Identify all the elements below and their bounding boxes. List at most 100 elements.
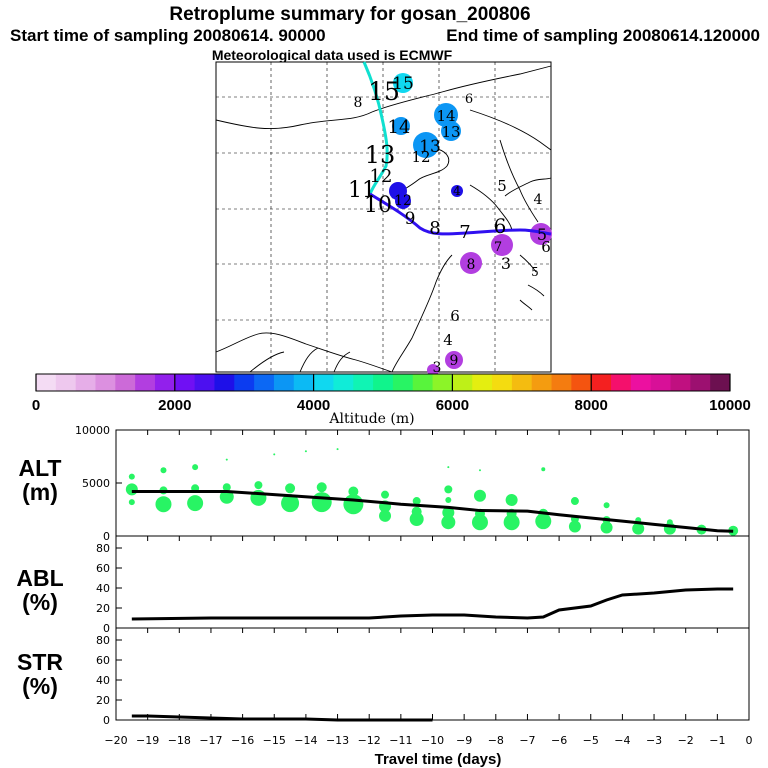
alt-ytick-label: 5000 <box>82 477 110 490</box>
colorbar-cell <box>392 374 414 391</box>
alt-plume-marker <box>311 492 332 513</box>
alt-plume-marker <box>505 493 518 506</box>
alt-plume-marker <box>411 506 422 517</box>
abl-line <box>131 587 734 621</box>
alt-plume-marker <box>125 483 138 496</box>
x-tick-label: −16 <box>231 734 254 747</box>
abl-label-line2: (%) <box>22 589 58 615</box>
colorbar-tick-label: 10000 <box>709 397 751 414</box>
alt-yticks: 0 5000 10000 <box>75 424 122 543</box>
str-ytick-label: 60 <box>96 654 110 667</box>
alt-plume-marker <box>473 489 486 502</box>
plume-circle <box>413 132 439 158</box>
start-time-label: Start time of sampling 20080614. 90000 <box>10 26 326 45</box>
met-data-label: Meteorological data used is ECMWF <box>212 47 453 63</box>
plume-circle <box>434 103 458 127</box>
alt-plume-marker <box>632 522 645 535</box>
altitude-frame <box>115 429 750 537</box>
colorbar-cell <box>135 374 156 391</box>
alt-plume-marker <box>478 469 481 472</box>
abl-ytick-label: 60 <box>96 562 110 575</box>
alt-plume-marker <box>442 506 455 519</box>
str-label-line1: STR <box>17 649 63 675</box>
altitude-panel: ALT (m) 0 5000 10000 <box>18 424 750 543</box>
alt-plume-marker <box>273 453 276 456</box>
colorbar-cell <box>452 374 473 391</box>
alt-plume-marker <box>281 494 300 513</box>
alt-plume-marker <box>603 502 610 509</box>
x-tick-label: −7 <box>519 734 535 747</box>
x-tick-label: −2 <box>678 734 694 747</box>
alt-plume-marker <box>285 483 296 494</box>
colorbar-cell <box>492 374 513 391</box>
colorbar-cell <box>234 374 255 391</box>
plume-circle <box>460 252 482 274</box>
plume-day-label: 8 <box>467 257 476 273</box>
alt-plume-marker <box>445 496 452 503</box>
colorbar: 0 2000 4000 6000 8000 10000 Altitude (m) <box>32 373 751 427</box>
x-tick-label: −19 <box>136 734 159 747</box>
plume-day-label: 11 <box>348 178 376 203</box>
colorbar-cell <box>551 374 572 391</box>
colorbar-cell <box>591 374 612 391</box>
colorbar-cell <box>55 374 77 391</box>
colorbar-cell <box>690 374 711 391</box>
x-axis-title: Travel time (days) <box>375 751 502 768</box>
alt-plume-marker <box>381 490 390 499</box>
alt-ytick-label: 0 <box>103 530 110 543</box>
alt-plume-marker <box>412 497 421 506</box>
plume-circle <box>530 223 552 245</box>
colorbar-cell <box>95 374 116 391</box>
colorbar-cell <box>293 374 315 391</box>
colorbar-cell <box>531 374 553 391</box>
x-axis: −20 −19 −18 −17 −16 −15 −14 −13 −12 −11 −10 −9 −8 −7−… <box>104 430 753 747</box>
alt-ytick-label: 10000 <box>75 424 110 437</box>
alt-plume-marker <box>441 515 456 530</box>
plume-day-label: 5 <box>537 225 547 244</box>
alt-plume-marker <box>254 481 263 490</box>
colorbar-cell <box>650 374 672 391</box>
alt-plume-marker <box>535 513 552 530</box>
plume-day-label: 14 <box>436 107 455 125</box>
colorbar-cell <box>353 374 374 391</box>
plume-day-label: 13 <box>365 141 396 169</box>
plume-circle <box>393 73 413 93</box>
colorbar-cell <box>432 374 453 391</box>
x-tick-label: −17 <box>199 734 222 747</box>
alt-plume-marker <box>155 496 172 513</box>
plume-day-label: 4 <box>534 192 543 208</box>
alt-plume-marker <box>379 509 392 522</box>
colorbar-cell <box>214 374 235 391</box>
alt-plume-marker <box>304 450 307 453</box>
colorbar-cell <box>611 374 632 391</box>
x-tick-label: −9 <box>456 734 472 747</box>
plume-day-label: 14 <box>388 117 411 138</box>
plume-circles <box>389 73 552 376</box>
abl-panel: ABL (%) 0 20 40 60 80 <box>16 535 750 635</box>
abl-ytick-label: 40 <box>96 582 110 595</box>
alt-plume-marker <box>192 464 199 471</box>
colorbar-cell <box>630 374 652 391</box>
str-frame <box>115 627 750 721</box>
colorbar-cell <box>313 374 334 391</box>
alt-plume-marker <box>128 473 135 480</box>
x-tick-label: −5 <box>583 734 599 747</box>
coastlines-borders <box>215 65 552 373</box>
plume-day-label: 12 <box>394 193 412 209</box>
plume-day-label: 9 <box>450 353 459 369</box>
colorbar-cell <box>194 374 215 391</box>
end-time-label: End time of sampling 20080614.120000 <box>446 26 760 45</box>
x-tick-label: 0 <box>746 734 753 747</box>
x-tick-label: −20 <box>104 734 127 747</box>
x-tick-label: −4 <box>614 734 630 747</box>
x-tick-label: −12 <box>358 734 381 747</box>
x-tick-label: −10 <box>421 734 444 747</box>
plume-day-label: 12 <box>411 148 430 166</box>
colorbar-cell <box>412 374 434 391</box>
plume-day-label: 5 <box>531 265 539 279</box>
abl-ytick-label: 0 <box>103 622 110 635</box>
x-tick-label: −15 <box>263 734 286 747</box>
colorbar-title: Altitude (m) <box>328 411 414 427</box>
